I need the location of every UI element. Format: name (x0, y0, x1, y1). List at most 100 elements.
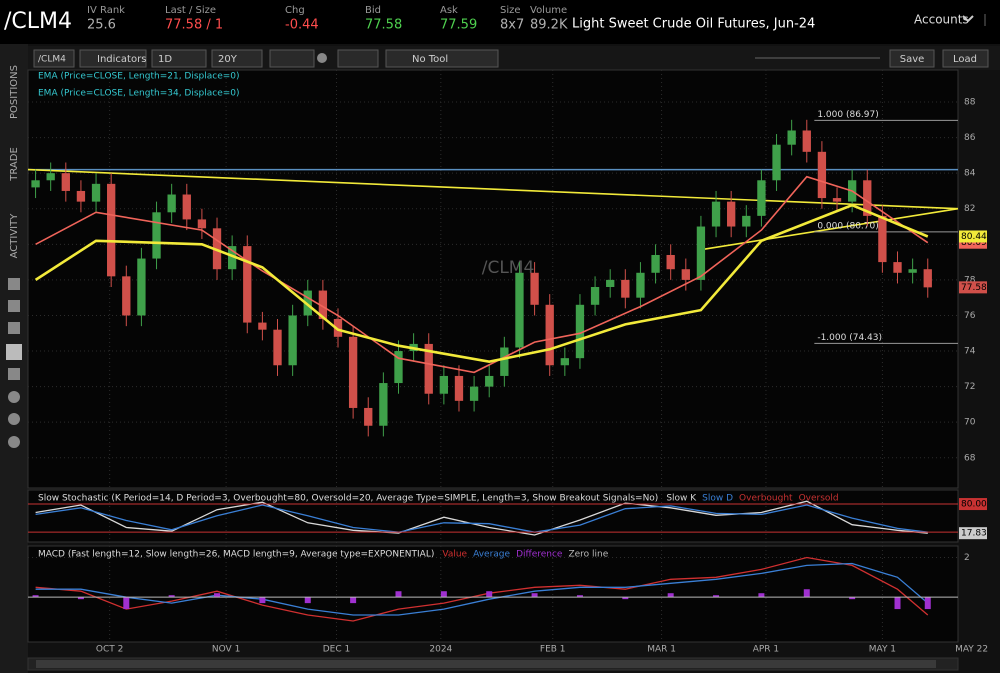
candle-body (530, 272, 539, 305)
candle-body (696, 226, 706, 280)
candle-body (454, 375, 464, 401)
x-tick-label: OCT 2 (96, 645, 123, 655)
chevron (962, 15, 974, 23)
period-select[interactable] (151, 49, 207, 68)
field-label: Volume (530, 5, 567, 16)
y-tick-label: 88 (964, 98, 976, 108)
icon[interactable] (6, 344, 22, 360)
save-button[interactable] (889, 49, 935, 68)
field-value: 89.2K (530, 18, 568, 33)
range-select[interactable] (211, 49, 263, 68)
indicator-tag-box (959, 527, 987, 540)
x-tick-label: NOV 1 (212, 645, 240, 655)
icon[interactable] (8, 413, 20, 425)
field-label: Last / Size (165, 5, 216, 16)
candle-body (76, 190, 86, 202)
field-value: 77.58 / 1 (165, 18, 223, 33)
candle-body (772, 144, 781, 181)
y-tick-label: 78 (964, 275, 976, 285)
load-button[interactable] (942, 49, 989, 68)
indicators-button[interactable] (79, 49, 147, 68)
icon[interactable] (8, 436, 20, 448)
candle-body (575, 304, 585, 359)
field-label: Bid (365, 5, 381, 16)
candle-body (787, 130, 796, 145)
indicator-line (35, 500, 928, 536)
candle-body (107, 183, 116, 277)
candle-body (122, 276, 131, 316)
candle-body (651, 254, 660, 273)
histogram-bar (214, 593, 221, 598)
histogram-bar (440, 591, 447, 598)
candle-body (364, 407, 373, 426)
candle-body (152, 212, 161, 259)
field-label: Chg (285, 5, 305, 16)
legend-entry: Slow K (666, 494, 697, 504)
candle-body (137, 258, 146, 316)
load-label: Load (953, 54, 977, 65)
y-tick-label: 76 (964, 311, 976, 321)
legend-entry: Slow D (702, 494, 733, 504)
icon[interactable] (8, 278, 20, 290)
candle-body (227, 246, 237, 270)
trendline (27, 168, 959, 210)
settings-icon[interactable] (317, 53, 327, 63)
histogram-bar (304, 597, 311, 604)
chart-type-select[interactable] (269, 49, 315, 68)
histogram-bar (667, 593, 674, 598)
histogram-bar (758, 593, 765, 598)
candle-body (742, 215, 751, 227)
histogram-bar (803, 589, 810, 598)
candle-body (878, 215, 887, 263)
tool-select[interactable] (385, 49, 499, 68)
scroll-thumb[interactable] (36, 660, 936, 668)
side-tab[interactable]: TRADE (9, 147, 20, 182)
candle-body (515, 272, 524, 348)
candle-body (500, 347, 509, 376)
field-label: Ask (440, 5, 458, 16)
candle-body (333, 319, 343, 337)
x-tick-label: 2024 (429, 645, 452, 655)
icon[interactable] (8, 391, 20, 403)
indicators-label: Indicators (97, 54, 146, 65)
candle-body (545, 304, 554, 366)
histogram-bar (894, 597, 901, 610)
candle-body (621, 279, 630, 298)
y-tick-label: 84 (964, 169, 976, 179)
candle-body (666, 254, 675, 270)
icon[interactable] (8, 300, 20, 312)
candle-body (288, 315, 297, 366)
symbol-box[interactable] (33, 49, 75, 68)
histogram-bar (32, 595, 39, 598)
legend-entry: Zero line (568, 550, 608, 560)
fib-label: 0.000 (80.70) (817, 221, 878, 231)
histogram-bar (849, 597, 856, 600)
ema-line (35, 175, 929, 374)
candle-body (31, 180, 40, 188)
candle-body (439, 375, 449, 394)
histogram-bar (350, 597, 357, 604)
candle-body (394, 351, 403, 384)
tool-label: No Tool (412, 54, 448, 65)
x-tick-label: MAY 1 (869, 645, 896, 655)
icon[interactable] (8, 368, 20, 380)
icon[interactable] (8, 322, 20, 334)
candle-body (182, 194, 191, 220)
y-tick-label: 70 (964, 418, 976, 428)
candle-body (863, 180, 872, 216)
study-label: EMA (Price=CLOSE, Length=21, Displace=0) (38, 72, 240, 82)
y-tick-label: 72 (964, 382, 975, 392)
side-tab[interactable]: ACTIVITY (9, 213, 20, 259)
candle-body (61, 173, 70, 191)
side-tab[interactable]: POSITIONS (9, 65, 20, 119)
legend-entry: Oversold (799, 494, 839, 504)
legend-entry: Value (442, 550, 467, 560)
field-label: IV Rank (87, 5, 125, 16)
watermark: /CLM4 (482, 258, 535, 278)
accounts-menu[interactable]: Accounts (914, 13, 969, 27)
histogram-bar (622, 597, 629, 600)
price-pane (27, 69, 959, 489)
candle-body (318, 290, 328, 320)
field-value: 77.59 (440, 18, 477, 33)
drawing-select[interactable] (337, 49, 379, 68)
